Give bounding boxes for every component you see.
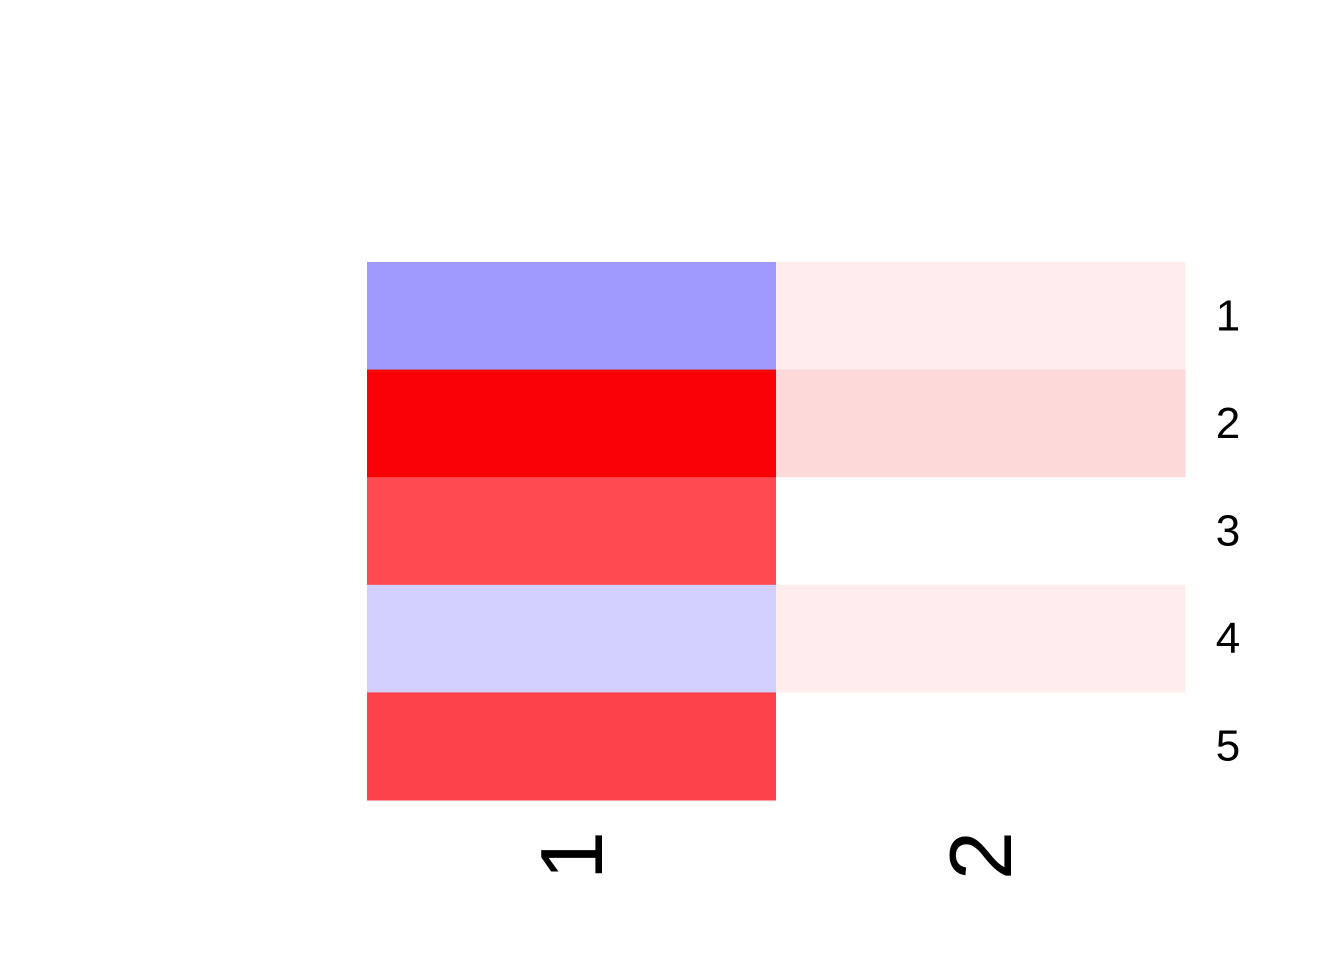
heatmap-cell-r2-c1 bbox=[367, 369, 777, 478]
heatmap-cell-r5-c1 bbox=[367, 692, 777, 801]
heatmap-cell-r3-c1 bbox=[367, 477, 777, 586]
row-label: 5 bbox=[1216, 722, 1240, 771]
heatmap-cell-r5-c2 bbox=[776, 692, 1186, 801]
heatmap-cells bbox=[367, 262, 1186, 801]
row-label: 2 bbox=[1216, 399, 1240, 448]
heatmap-cell-r4-c1 bbox=[367, 584, 777, 693]
row-label: 4 bbox=[1216, 614, 1240, 663]
row-label: 3 bbox=[1216, 507, 1240, 556]
row-label: 1 bbox=[1216, 291, 1240, 340]
heatmap-cell-r4-c2 bbox=[776, 584, 1186, 693]
heatmap-cell-r1-c1 bbox=[367, 262, 777, 371]
heatmap-cell-r3-c2 bbox=[776, 477, 1186, 586]
column-label: 2 bbox=[931, 831, 1030, 880]
column-label: 1 bbox=[522, 831, 621, 880]
heatmap-cell-r1-c2 bbox=[776, 262, 1186, 371]
heatmap-cell-r2-c2 bbox=[776, 369, 1186, 478]
row-labels: 1 2 3 4 5 bbox=[1216, 291, 1240, 770]
